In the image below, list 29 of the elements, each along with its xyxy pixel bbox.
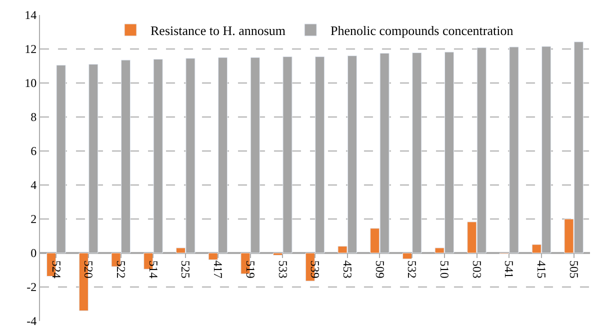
x-tick-label: 520 — [82, 260, 96, 278]
x-tick-label: 503 — [470, 260, 484, 278]
x-tick-label: 510 — [438, 260, 452, 278]
x-tick-label: 509 — [372, 260, 387, 278]
x-tick-label: 541 — [502, 260, 516, 278]
x-tick-label: 519 — [243, 260, 258, 278]
y-tick-label: 12 — [24, 42, 37, 56]
x-tick-label: 525 — [178, 260, 193, 278]
y-tick-label: 6 — [30, 144, 37, 158]
y-tick-label: 2 — [30, 212, 37, 226]
x-tick-label: 505 — [566, 260, 581, 278]
y-tick-label: 14 — [24, 8, 37, 22]
x-tick-label: 533 — [276, 260, 290, 278]
x-tick-label: 522 — [114, 260, 128, 278]
y-tick-label: 0 — [30, 246, 37, 260]
y-tick-label: -4 — [26, 314, 37, 328]
legend-label: Phenolic compounds concentration — [330, 23, 514, 38]
x-tick-label: 532 — [405, 260, 420, 278]
x-tick-label: 539 — [308, 260, 322, 278]
x-tick-label: 514 — [146, 260, 160, 278]
y-tick-label: 4 — [30, 178, 37, 192]
y-tick-label: -2 — [26, 280, 37, 294]
y-tick-label: 10 — [24, 76, 37, 90]
x-tick-label: 453 — [340, 260, 354, 278]
y-tick-label: 8 — [30, 110, 37, 124]
legend-label: Resistance to H. annosum — [150, 23, 286, 38]
x-tick-label: 417 — [211, 260, 226, 278]
x-tick-label: 524 — [49, 260, 64, 278]
x-tick-label: 415 — [534, 260, 549, 278]
